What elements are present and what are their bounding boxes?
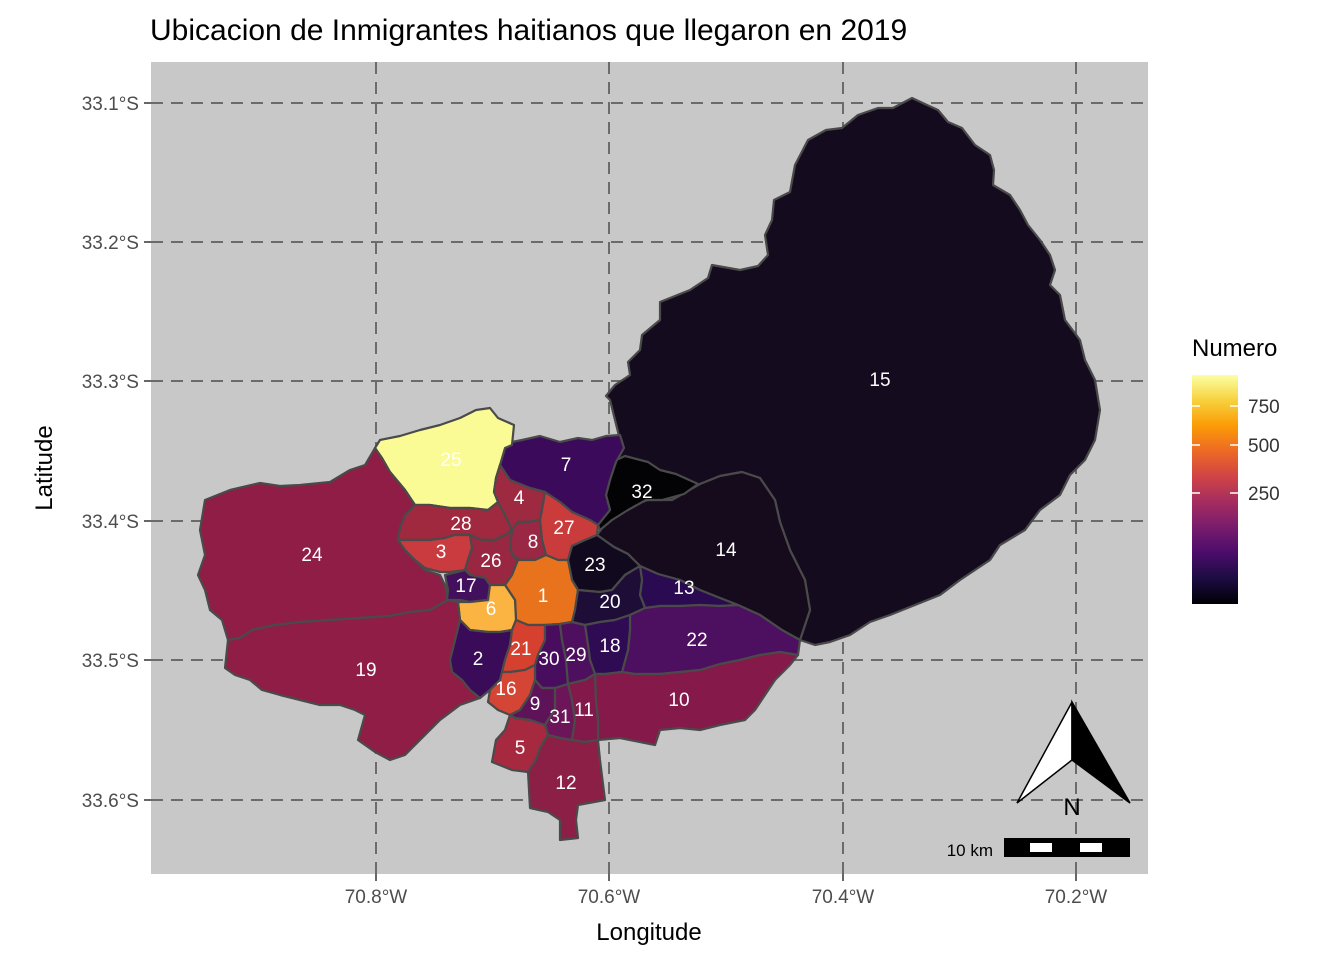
- region-label-1: 1: [538, 586, 549, 607]
- region-12[interactable]: [526, 733, 607, 842]
- legend-tick-label-750: 750: [1248, 397, 1280, 418]
- region-label-23: 23: [584, 555, 605, 576]
- region-label-19: 19: [355, 660, 376, 681]
- region-label-15: 15: [869, 370, 890, 391]
- map-title: Ubicacion de Inmigrantes haitianos que l…: [150, 14, 907, 47]
- scale-bar: 10 km: [947, 838, 1130, 860]
- north-arrow: N: [1016, 699, 1131, 821]
- region-label-4: 4: [514, 488, 525, 509]
- north-arrow-right-half: [1071, 699, 1131, 804]
- region-label-30: 30: [538, 649, 559, 670]
- region-label-24: 24: [301, 545, 323, 566]
- region-label-29: 29: [565, 645, 586, 666]
- region-label-17: 17: [455, 576, 476, 597]
- region-label-25: 25: [440, 450, 461, 471]
- region-label-7: 7: [561, 455, 572, 476]
- y-tick-label-1: 33.1°S: [82, 94, 139, 115]
- region-label-layer: 15 14 32 7 25 24 28 4 27 8 3 26 17 23 1 …: [301, 370, 890, 794]
- x-tick-label-2: 70.6°W: [578, 887, 641, 908]
- region-label-3: 3: [436, 542, 447, 563]
- scale-bar-segment-1: [1030, 843, 1052, 852]
- region-label-12: 12: [555, 773, 576, 794]
- x-axis: 70.8°W 70.6°W 70.4°W 70.2°W Longitude: [345, 874, 1108, 946]
- y-tick-label-6: 33.6°S: [82, 791, 139, 812]
- region-19[interactable]: [223, 598, 482, 762]
- region-label-8: 8: [528, 532, 539, 553]
- region-label-18: 18: [599, 636, 620, 657]
- region-label-14: 14: [715, 540, 737, 561]
- legend-tick-label-500: 500: [1248, 436, 1280, 457]
- scale-bar-label: 10 km: [947, 841, 993, 860]
- region-label-9: 9: [530, 694, 541, 715]
- region-label-20: 20: [599, 592, 620, 613]
- region-label-27: 27: [553, 518, 574, 539]
- region-label-31: 31: [549, 707, 570, 728]
- region-label-2: 2: [473, 649, 484, 670]
- legend-title: Numero: [1192, 335, 1277, 362]
- north-arrow-label: N: [1063, 794, 1080, 821]
- region-layer: [196, 96, 1102, 842]
- legend-colorbar: [1192, 375, 1238, 604]
- region-label-11: 11: [574, 700, 594, 721]
- region-label-28: 28: [450, 514, 471, 535]
- region-label-21: 21: [510, 639, 531, 660]
- x-tick-label-4: 70.2°W: [1045, 887, 1108, 908]
- region-label-13: 13: [673, 578, 694, 599]
- scale-bar-frame: [1004, 838, 1130, 857]
- region-24[interactable]: [196, 446, 450, 642]
- region-label-6: 6: [486, 599, 497, 620]
- region-10[interactable]: [593, 650, 800, 747]
- scale-bar-segment-2: [1080, 843, 1102, 852]
- region-label-26: 26: [480, 551, 501, 572]
- x-tick-label-3: 70.4°W: [812, 887, 875, 908]
- region-label-16: 16: [495, 679, 516, 700]
- x-tick-label-1: 70.8°W: [345, 887, 408, 908]
- region-label-22: 22: [686, 630, 707, 651]
- legend-tick-label-250: 250: [1248, 484, 1280, 505]
- y-axis-title: Latitude: [31, 425, 58, 510]
- region-label-10: 10: [668, 690, 689, 711]
- legend: Numero 750 500 250: [1192, 335, 1280, 604]
- y-tick-label-5: 33.5°S: [82, 651, 139, 672]
- y-tick-label-4: 33.4°S: [82, 512, 139, 533]
- y-tick-label-2: 33.2°S: [82, 233, 139, 254]
- y-axis: 33.1°S 33.2°S 33.3°S 33.4°S 33.5°S 33.6°…: [31, 94, 151, 812]
- y-tick-label-3: 33.3°S: [82, 372, 139, 393]
- region-label-32: 32: [631, 482, 652, 503]
- region-label-5: 5: [515, 738, 526, 759]
- x-axis-title: Longitude: [596, 919, 701, 946]
